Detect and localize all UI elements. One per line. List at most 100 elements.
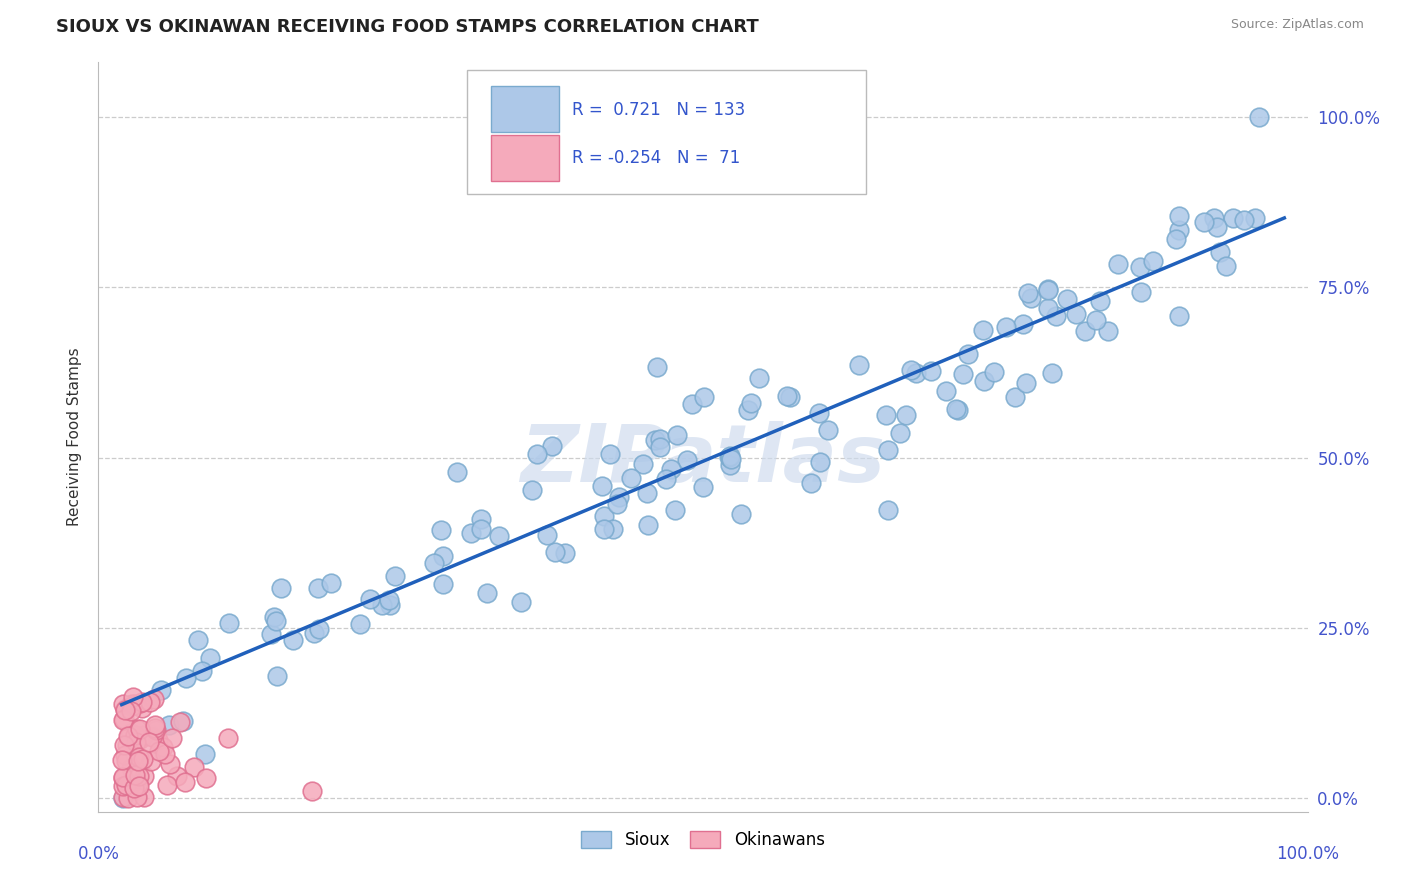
- Point: [737, 403, 759, 417]
- Point: [935, 384, 957, 398]
- Point: [1036, 283, 1059, 297]
- Point: [112, 712, 135, 726]
- FancyBboxPatch shape: [492, 87, 560, 132]
- Point: [1017, 285, 1039, 300]
- Point: [132, 752, 155, 766]
- Point: [599, 447, 621, 461]
- Point: [1215, 259, 1237, 273]
- Point: [172, 714, 194, 728]
- Point: [1129, 260, 1152, 274]
- Point: [118, 778, 141, 792]
- Point: [121, 697, 143, 711]
- Point: [174, 774, 197, 789]
- Point: [1232, 213, 1254, 227]
- Point: [606, 496, 628, 510]
- Point: [423, 556, 446, 570]
- Point: [470, 522, 492, 536]
- Point: [520, 483, 543, 498]
- Point: [692, 480, 714, 494]
- Point: [114, 701, 136, 715]
- Point: [266, 669, 288, 683]
- Point: [114, 747, 136, 762]
- Point: [1142, 254, 1164, 268]
- Point: [378, 593, 401, 607]
- Point: [1097, 324, 1119, 338]
- Point: [543, 545, 565, 559]
- Point: [128, 769, 150, 783]
- Point: [1036, 282, 1059, 296]
- Point: [1019, 291, 1042, 305]
- Point: [270, 581, 292, 595]
- Point: [644, 433, 666, 447]
- Point: [195, 771, 218, 785]
- Point: [117, 780, 139, 794]
- Point: [645, 359, 668, 374]
- Point: [118, 698, 141, 713]
- Point: [131, 695, 153, 709]
- Point: [1015, 376, 1038, 391]
- FancyBboxPatch shape: [492, 135, 560, 181]
- Point: [748, 371, 770, 385]
- Point: [111, 713, 134, 727]
- Text: Source: ZipAtlas.com: Source: ZipAtlas.com: [1230, 18, 1364, 31]
- Point: [983, 365, 1005, 379]
- Point: [217, 731, 239, 745]
- Point: [650, 440, 672, 454]
- Point: [187, 633, 209, 648]
- Point: [124, 748, 146, 763]
- Point: [260, 627, 283, 641]
- Point: [141, 754, 163, 768]
- Point: [776, 389, 799, 403]
- Point: [659, 462, 682, 476]
- Point: [1045, 309, 1067, 323]
- Point: [112, 791, 135, 805]
- Point: [1004, 390, 1026, 404]
- Text: ZIPatlas: ZIPatlas: [520, 420, 886, 499]
- Point: [149, 683, 172, 698]
- Point: [470, 512, 492, 526]
- Point: [808, 406, 831, 420]
- Point: [1011, 317, 1033, 331]
- Point: [1202, 211, 1225, 226]
- Point: [117, 729, 139, 743]
- Point: [446, 465, 468, 479]
- Point: [117, 791, 139, 805]
- Point: [128, 750, 150, 764]
- Point: [139, 695, 162, 709]
- Point: [1066, 308, 1088, 322]
- Point: [460, 526, 482, 541]
- Point: [281, 633, 304, 648]
- Point: [952, 367, 974, 381]
- Point: [169, 715, 191, 730]
- Point: [124, 728, 146, 742]
- Point: [111, 770, 134, 784]
- Point: [945, 401, 967, 416]
- Point: [957, 347, 980, 361]
- Point: [593, 508, 616, 523]
- Point: [994, 320, 1017, 334]
- Point: [122, 781, 145, 796]
- Point: [681, 396, 703, 410]
- Point: [378, 598, 401, 612]
- Point: [145, 723, 167, 737]
- Point: [128, 696, 150, 710]
- Point: [371, 599, 394, 613]
- Point: [120, 704, 142, 718]
- Point: [112, 697, 135, 711]
- Point: [536, 528, 558, 542]
- Point: [730, 507, 752, 521]
- Point: [896, 408, 918, 422]
- Point: [1084, 312, 1107, 326]
- Point: [1038, 301, 1060, 316]
- Point: [125, 735, 148, 749]
- Point: [972, 323, 994, 337]
- Point: [156, 778, 179, 792]
- Point: [808, 455, 831, 469]
- Y-axis label: Receiving Food Stamps: Receiving Food Stamps: [67, 348, 83, 526]
- Point: [664, 503, 686, 517]
- Point: [148, 733, 170, 747]
- Point: [817, 423, 839, 437]
- Point: [111, 753, 134, 767]
- Point: [648, 432, 671, 446]
- Point: [1130, 285, 1153, 300]
